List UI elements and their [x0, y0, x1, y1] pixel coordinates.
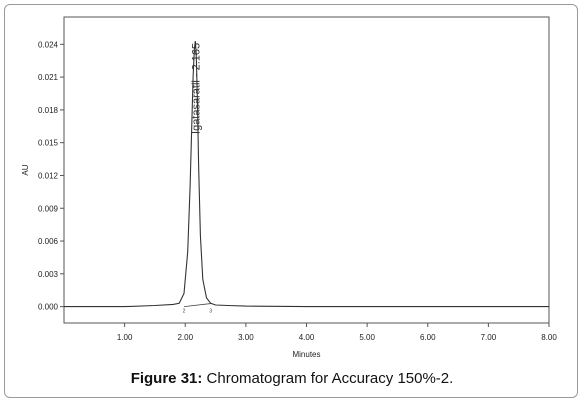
x-tick-label: 2.00 — [177, 333, 193, 342]
y-tick-label: 0.015 — [38, 139, 59, 148]
x-tick-label: 4.00 — [299, 333, 315, 342]
plot-area — [63, 16, 550, 324]
y-tick-label: 0.024 — [38, 40, 59, 49]
y-tick-label: 0.000 — [38, 303, 59, 312]
integration-marker: 2 — [183, 309, 186, 315]
x-tick-label: 1.00 — [117, 333, 133, 342]
caption-label: Figure 31: — [130, 370, 203, 387]
y-tick-label: 0.003 — [38, 270, 59, 279]
y-tick-label: 0.018 — [38, 106, 59, 115]
peak-label: Igatasaratli - 2.165 — [190, 43, 202, 134]
y-axis: 0.000 0.003 0.006 0.009 0.012 0.015 0.018 0.021… — [38, 40, 64, 312]
y-axis-label: AU — [21, 164, 30, 175]
y-tick-label: 0.021 — [38, 73, 59, 82]
integration-baseline — [183, 303, 211, 308]
figure-frame — [4, 4, 578, 398]
x-tick-label: 3.00 — [238, 333, 254, 342]
x-axis-label: Minutes — [292, 350, 320, 359]
y-tick-label: 0.009 — [38, 204, 59, 213]
chromatogram-chart: 0.000 0.003 0.006 0.009 0.012 0.015 0.018 0.021… — [21, 16, 557, 359]
figure-caption: Figure 31: Chromatogram for Accuracy 150… — [0, 370, 584, 387]
y-tick-label: 0.006 — [38, 237, 59, 246]
peak-annotations: Igatasaratli - 2.165 2 3 — [183, 43, 213, 315]
x-tick-label: 6.00 — [420, 333, 436, 342]
x-tick-label: 5.00 — [359, 333, 375, 342]
y-tick-label: 0.012 — [38, 171, 59, 180]
integration-marker: 3 — [209, 309, 212, 315]
caption-text: Chromatogram for Accuracy 150%-2. — [202, 370, 454, 387]
x-tick-label: 7.00 — [481, 333, 497, 342]
x-tick-label: 8.00 — [541, 333, 557, 342]
x-axis: 1.00 2.00 3.00 4.00 5.00 6.00 7.00 8.00 — [117, 323, 557, 342]
series-line — [64, 40, 549, 308]
